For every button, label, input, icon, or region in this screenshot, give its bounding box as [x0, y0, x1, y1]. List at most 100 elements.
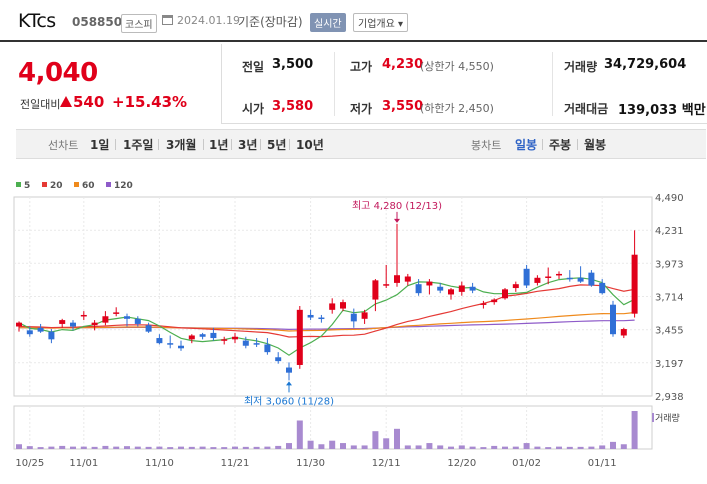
divider — [552, 52, 553, 116]
separator — [115, 139, 116, 150]
annotation-label-low: 최저 3,060 (11/28) — [244, 395, 334, 407]
candle-body — [588, 272, 595, 286]
y-tick-label: 3,197 — [655, 359, 684, 370]
separator — [577, 139, 578, 150]
company-info-dropdown[interactable]: 기업개요 ▾ — [353, 13, 409, 32]
candle-body — [361, 312, 368, 319]
separator — [231, 139, 232, 150]
volume-label: 거래량 — [655, 412, 680, 424]
candle-body — [340, 302, 346, 309]
volume-bar — [329, 440, 336, 449]
candle-body — [286, 367, 292, 373]
annotation-arrowhead — [394, 218, 400, 223]
candle-body — [437, 286, 444, 291]
amount-label: 거래대금 — [564, 102, 609, 116]
period-3y[interactable]: 3년 — [238, 138, 258, 152]
current-price: 4,040 — [18, 58, 98, 88]
candle-body — [545, 276, 552, 278]
candle-body — [296, 309, 303, 365]
volume-bar — [556, 446, 562, 449]
period-1d[interactable]: 1일 — [90, 138, 110, 152]
volume-bar — [437, 445, 444, 449]
volume-bar — [610, 441, 616, 449]
low-label: 저가 — [350, 102, 373, 116]
volume-bar — [210, 447, 217, 449]
upper-limit: (상한가 4,550) — [420, 60, 494, 73]
candle-body — [599, 282, 606, 294]
volume-bar — [469, 446, 476, 449]
legend-label: 20 — [50, 181, 63, 191]
volume-value: 34,729,604 — [604, 57, 687, 72]
volume-bar — [631, 411, 638, 449]
candle-body — [124, 316, 130, 319]
period-5y[interactable]: 5년 — [267, 138, 287, 152]
realtime-button[interactable]: 실시간 — [310, 13, 346, 32]
candle-monthly[interactable]: 월봉 — [584, 138, 607, 152]
candle-body — [404, 276, 411, 282]
y-tick-label: 3,973 — [655, 259, 684, 270]
candle-body — [631, 254, 638, 314]
volume-bar — [350, 445, 357, 449]
base-label: 기준(장마감) — [238, 15, 303, 29]
candle-weekly[interactable]: 주봉 — [549, 138, 572, 152]
legend-swatch — [106, 182, 111, 187]
volume-bar — [502, 446, 508, 449]
separator — [289, 139, 290, 150]
volume-bar — [275, 445, 282, 449]
candle-body — [620, 329, 627, 336]
candle-body — [329, 303, 336, 310]
y-tick-label: 2,938 — [655, 392, 684, 403]
price-summary: 4,040 전일대비 540 +15.43% — [0, 44, 222, 124]
candle-body — [318, 317, 325, 320]
candle-body — [70, 322, 76, 327]
candle-body — [113, 312, 120, 314]
legend-swatch — [16, 182, 21, 187]
volume-bar — [167, 447, 174, 449]
candle-body — [415, 284, 422, 294]
period-selector: 선차트 1일 1주일 3개월 1년 3년 5년 10년 봉차트 일봉 주봉 월봉 — [16, 129, 706, 159]
volume-bar — [264, 446, 271, 449]
line-chart-label: 선차트 — [48, 139, 79, 152]
x-tick-label: 12/20 — [447, 458, 476, 469]
candle-body — [199, 334, 206, 337]
candle-body — [577, 277, 584, 282]
candle-body — [275, 357, 282, 362]
volume-bar — [286, 443, 292, 449]
stock-name: KTcs — [18, 10, 56, 32]
volume-bar — [534, 446, 541, 449]
candle-body — [556, 273, 562, 276]
price-stats: 전일 3,500 고가 4,230 (상한가 4,550) 거래량 34,729… — [222, 44, 707, 124]
candle-body — [80, 314, 87, 317]
candle-body — [156, 338, 163, 344]
candle-body — [394, 275, 400, 283]
period-3m[interactable]: 3개월 — [166, 138, 197, 152]
candle-daily[interactable]: 일봉 — [515, 138, 538, 152]
volume-bar — [91, 446, 98, 449]
volume-bar — [566, 446, 573, 449]
lower-limit: (하한가 2,450) — [420, 102, 494, 115]
ma20-line — [18, 284, 635, 338]
volume-bar — [448, 446, 454, 449]
period-1w[interactable]: 1주일 — [123, 138, 154, 152]
period-1y[interactable]: 1년 — [209, 138, 229, 152]
volume-bar — [480, 447, 487, 449]
change-percent: +15.43% — [112, 93, 188, 111]
up-arrow-icon — [60, 96, 72, 107]
x-tick-label: 11/21 — [221, 458, 250, 469]
candle-body — [102, 316, 109, 323]
candle-body — [221, 339, 228, 341]
volume-bar — [221, 447, 228, 449]
separator — [260, 139, 261, 150]
candle-body — [566, 277, 573, 280]
volume-bar — [307, 440, 314, 449]
volume-bar — [340, 443, 346, 449]
candle-body — [264, 344, 271, 353]
candle-body — [188, 335, 195, 340]
low-value: 3,550 — [382, 99, 424, 114]
candle-chart-label: 봉차트 — [471, 139, 502, 152]
volume-bar — [361, 445, 368, 449]
stock-header: KTcs 058850 코스피 2024.01.19 기준(장마감) 실시간 기… — [0, 0, 707, 42]
candle-body — [91, 322, 98, 326]
period-10y[interactable]: 10년 — [296, 138, 324, 152]
